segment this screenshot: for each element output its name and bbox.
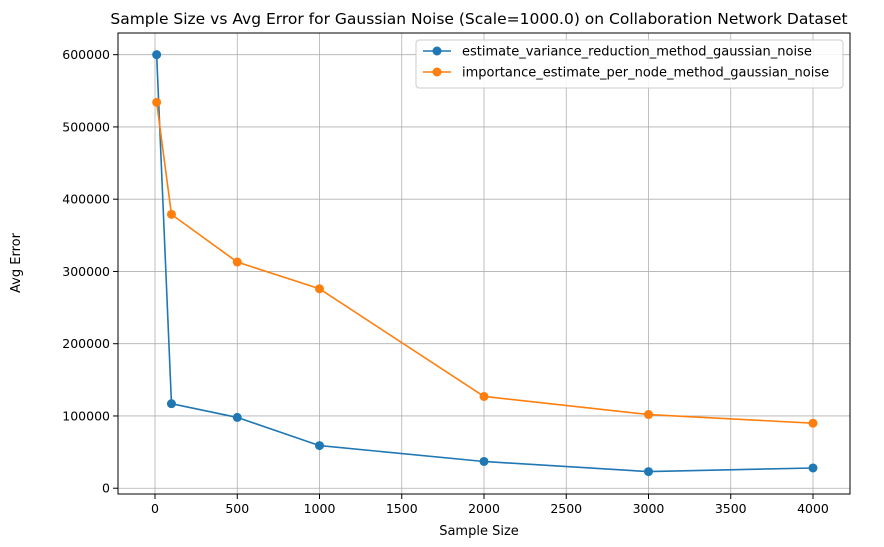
data-point bbox=[232, 257, 242, 267]
x-tick-label: 2000 bbox=[468, 501, 500, 516]
data-point bbox=[152, 97, 162, 107]
y-tick-label: 0 bbox=[102, 481, 110, 496]
series-1 bbox=[152, 50, 818, 477]
legend-marker bbox=[432, 67, 442, 77]
chart-title: Sample Size vs Avg Error for Gaussian No… bbox=[110, 10, 847, 28]
data-point bbox=[479, 391, 489, 401]
data-point bbox=[643, 410, 653, 420]
legend-label: estimate_variance_reduction_method_gauss… bbox=[462, 45, 812, 60]
data-point bbox=[166, 399, 176, 409]
data-point bbox=[232, 412, 242, 422]
y-tick-label: 600000 bbox=[62, 47, 110, 62]
y-tick-label: 500000 bbox=[62, 119, 110, 134]
legend: estimate_variance_reduction_method_gauss… bbox=[415, 39, 844, 89]
x-tick-label: 1000 bbox=[304, 501, 336, 516]
data-point bbox=[643, 467, 653, 477]
series-layer bbox=[152, 50, 818, 477]
legend-marker bbox=[432, 46, 442, 56]
data-point bbox=[315, 441, 325, 451]
data-point bbox=[808, 463, 818, 473]
y-axis-ticks: 0 100000 200000 300000 400000 500000 600000 bbox=[62, 47, 118, 496]
y-tick-label: 200000 bbox=[62, 336, 110, 351]
data-point bbox=[166, 209, 176, 219]
x-tick-label: 3500 bbox=[715, 501, 747, 516]
y-tick-label: 300000 bbox=[62, 264, 110, 279]
x-tick-label: 1500 bbox=[386, 501, 418, 516]
y-tick-label: 100000 bbox=[62, 408, 110, 423]
legend-label: importance_estimate_per_node_method_gaus… bbox=[462, 66, 829, 81]
grid-lines bbox=[118, 33, 850, 494]
data-point bbox=[479, 456, 489, 466]
y-tick-label: 400000 bbox=[62, 192, 110, 207]
x-tick-label: 500 bbox=[225, 501, 249, 516]
y-axis-label: Avg Error bbox=[9, 232, 24, 293]
data-point bbox=[315, 284, 325, 294]
x-tick-label: 2500 bbox=[550, 501, 582, 516]
x-axis-label: Sample Size bbox=[439, 524, 519, 539]
series-2 bbox=[152, 97, 818, 428]
legend-frame bbox=[415, 39, 844, 89]
x-tick-label: 0 bbox=[151, 501, 159, 516]
data-point bbox=[152, 50, 162, 60]
x-tick-label: 3000 bbox=[633, 501, 665, 516]
data-point bbox=[808, 418, 818, 428]
x-axis-ticks: 0 500 1000 1500 2000 2500 3000 3500 4000 bbox=[151, 494, 829, 516]
x-tick-label: 4000 bbox=[797, 501, 829, 516]
